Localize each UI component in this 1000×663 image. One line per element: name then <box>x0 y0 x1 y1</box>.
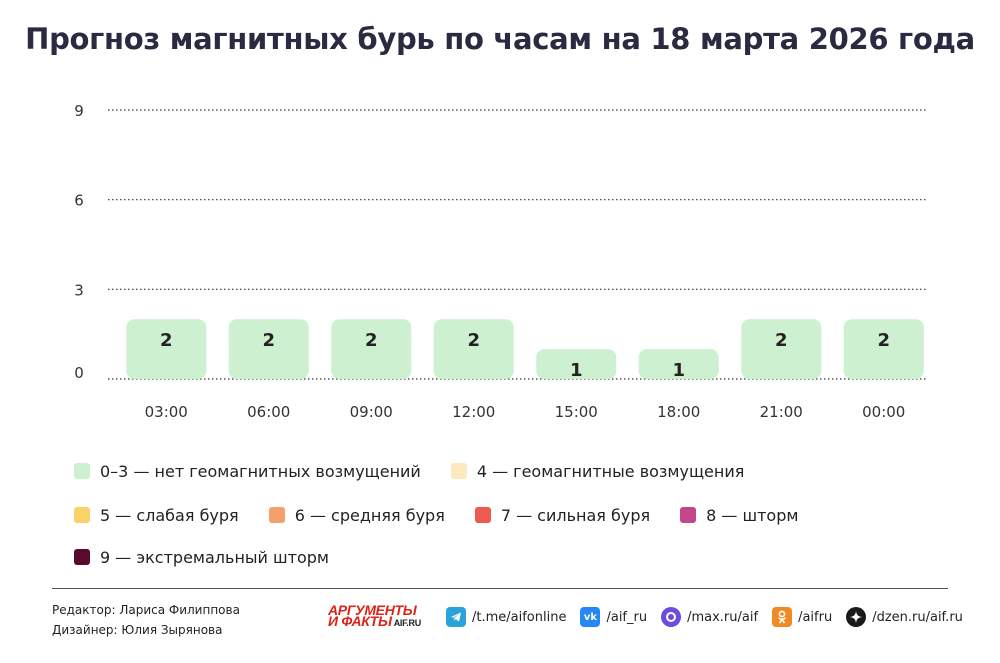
social-text: /aifru <box>798 609 833 625</box>
bar <box>228 319 309 379</box>
bar <box>331 319 412 379</box>
legend-item: 4 — геомагнитные возмущения <box>450 461 745 481</box>
legend-swatch <box>474 507 491 523</box>
legend-label: 0–3 — нет геомагнитных возмущений <box>100 461 421 481</box>
social-link-vk[interactable]: vk /aif_ru <box>580 607 647 627</box>
x-tick-label: 06:00 <box>247 403 290 421</box>
legend-swatch <box>74 507 90 523</box>
legend-row-3: 9 — экстремальный шторм <box>74 545 359 569</box>
bar <box>536 349 617 379</box>
max-icon <box>661 607 682 627</box>
y-tick-label: 3 <box>74 281 84 299</box>
bar <box>638 349 719 379</box>
legend-item: 5 — слабая буря <box>74 506 239 525</box>
data-label: 1 <box>672 360 685 381</box>
logo-line-1: АРГУМЕНТЫ <box>328 602 417 618</box>
data-label: 2 <box>262 330 275 351</box>
social-text: /t.me/aifonline <box>472 609 567 625</box>
bar <box>741 319 822 379</box>
aif-logo: АРГУМЕНТЫ И ФАКТЫ AIF.RU <box>328 602 422 629</box>
odnoklassniki-icon <box>772 607 793 627</box>
credits: Редактор: Лариса Филиппова Дизайнер: Юли… <box>52 600 240 640</box>
social-link-dzen[interactable]: /dzen.ru/aif.ru <box>846 607 963 627</box>
social-link-max[interactable]: /max.ru/aif <box>661 607 758 627</box>
legend-swatch <box>74 549 90 565</box>
data-label: 2 <box>877 330 890 351</box>
logo-line-2: И ФАКТЫ <box>328 613 392 629</box>
legend-swatch <box>680 507 697 523</box>
footer-divider <box>52 588 948 589</box>
legend-row-2: 5 — слабая буря 6 — средняя буря 7 — сил… <box>74 503 828 527</box>
data-label: 2 <box>160 330 173 351</box>
bar <box>843 319 924 379</box>
chart-area: 0 3 6 9 2 03:00 2 06:00 2 09:00 2 12:00 1 15:00 1 18:00… <box>74 102 928 421</box>
logo-domain: AIF.RU <box>393 618 422 628</box>
legend-item: 0–3 — нет геомагнитных возмущений <box>74 462 421 481</box>
data-label: 1 <box>570 360 583 381</box>
x-tick-label: 18:00 <box>657 403 700 421</box>
editor-credit: Редактор: Лариса Филиппова <box>52 603 240 617</box>
legend-item: 6 — средняя буря <box>268 505 445 525</box>
y-tick-label: 6 <box>74 192 84 210</box>
social-link-telegram[interactable]: /t.me/aifonline <box>446 607 566 627</box>
legend-label: 5 — слабая буря <box>100 505 239 525</box>
legend-swatch <box>268 507 285 523</box>
legend-row-1: 0–3 — нет геомагнитных возмущений 4 — ге… <box>74 459 774 483</box>
legend-label: 8 — шторм <box>706 505 799 525</box>
x-tick-label: 03:00 <box>145 403 188 421</box>
vk-icon: vk <box>580 607 601 627</box>
data-label: 2 <box>467 330 480 351</box>
x-tick-label: 00:00 <box>862 403 905 421</box>
bar <box>433 319 514 379</box>
social-link-odnoklassniki[interactable]: /aifru <box>772 607 832 627</box>
social-links: /t.me/aifonline vk /aif_ru /max.ru/aif /… <box>446 607 963 627</box>
legend-item: 7 — сильная буря <box>474 505 651 525</box>
social-text: /aif_ru <box>606 609 648 625</box>
chart-title: Прогноз магнитных бурь по часам на 18 ма… <box>25 22 975 56</box>
legend-label: 6 — средняя буря <box>294 505 445 525</box>
y-tick-label: 0 <box>74 364 84 382</box>
legend-item: 9 — экстремальный шторм <box>74 548 329 567</box>
legend-swatch <box>450 463 467 479</box>
x-tick-label: 12:00 <box>452 403 495 421</box>
legend-label: 9 — экстремальный шторм <box>100 547 329 567</box>
data-label: 2 <box>365 330 378 351</box>
x-tick-label: 09:00 <box>350 403 393 421</box>
x-tick-label: 21:00 <box>760 403 803 421</box>
legend-swatch <box>74 463 90 479</box>
telegram-icon <box>446 607 466 627</box>
x-tick-label: 15:00 <box>555 403 598 421</box>
legend-item: 8 — шторм <box>680 506 798 525</box>
bar <box>126 319 207 379</box>
dzen-icon <box>846 607 867 627</box>
designer-credit: Дизайнер: Юлия Зырянова <box>52 623 223 637</box>
legend-label: 4 — геомагнитные возмущения <box>476 461 745 481</box>
legend-label: 7 — сильная буря <box>500 505 651 525</box>
social-text: /dzen.ru/aif.ru <box>872 609 963 625</box>
data-label: 2 <box>775 330 788 351</box>
social-text: /max.ru/aif <box>687 609 759 625</box>
y-tick-label: 9 <box>74 102 84 120</box>
